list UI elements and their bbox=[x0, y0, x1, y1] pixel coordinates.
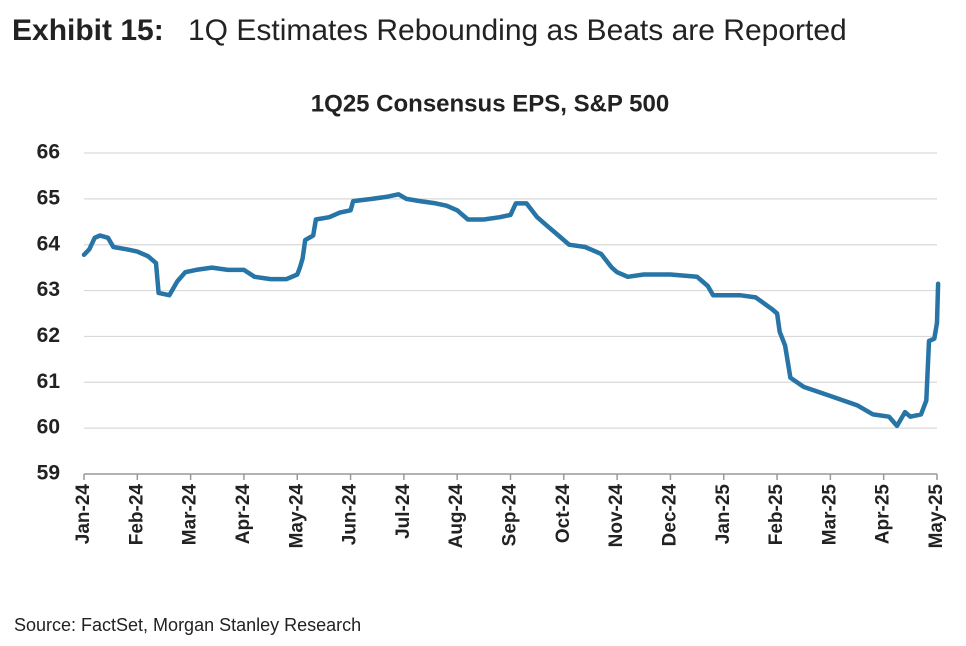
x-tick-label: Jul-24 bbox=[393, 484, 414, 539]
x-tick-label: Aug-24 bbox=[446, 484, 467, 549]
y-tick-label: 65 bbox=[37, 186, 61, 209]
x-tick-label: Apr-24 bbox=[233, 484, 254, 545]
line-series bbox=[81, 192, 941, 429]
x-tick-label: Oct-24 bbox=[553, 484, 574, 544]
y-tick-label: 60 bbox=[37, 416, 60, 439]
source-note: Source: FactSet, Morgan Stanley Research bbox=[14, 615, 361, 635]
x-tick-label: Sep-24 bbox=[500, 484, 521, 547]
x-tick-label: Feb-24 bbox=[126, 484, 147, 546]
x-tick-label: Mar-25 bbox=[819, 484, 840, 546]
y-tick-label: 59 bbox=[37, 462, 60, 485]
y-tick-label: 61 bbox=[37, 370, 61, 393]
y-tick-label: 66 bbox=[37, 141, 60, 164]
chart-title: 1Q25 Consensus EPS, S&P 500 bbox=[311, 90, 669, 117]
x-tick-label: Jan-24 bbox=[73, 484, 94, 545]
x-tick-label: Feb-25 bbox=[766, 484, 787, 546]
y-tick-label: 64 bbox=[37, 232, 61, 255]
x-tick-label: Nov-24 bbox=[606, 484, 627, 548]
x-tick-label: Apr-25 bbox=[873, 484, 894, 545]
x-tick-label: May-24 bbox=[286, 484, 307, 549]
x-tick-label: May-25 bbox=[926, 484, 947, 549]
x-tick-label: Jun-24 bbox=[340, 484, 361, 546]
y-tick-label: 63 bbox=[37, 278, 60, 301]
y-tick-label: 62 bbox=[37, 324, 60, 347]
x-tick-label: Jan-25 bbox=[713, 484, 734, 545]
exhibit-label: Exhibit 15: bbox=[12, 14, 164, 47]
x-tick-label: Dec-24 bbox=[659, 484, 680, 547]
exhibit-title: 1Q Estimates Rebounding as Beats are Rep… bbox=[188, 14, 847, 47]
x-tick-label: Mar-24 bbox=[180, 484, 201, 546]
